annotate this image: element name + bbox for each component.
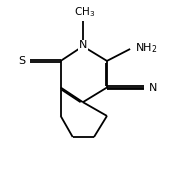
Text: CH$_3$: CH$_3$: [74, 5, 95, 19]
Text: S: S: [18, 56, 25, 66]
Text: N: N: [149, 82, 157, 93]
Text: N: N: [79, 40, 87, 50]
Text: NH$_2$: NH$_2$: [135, 41, 157, 55]
